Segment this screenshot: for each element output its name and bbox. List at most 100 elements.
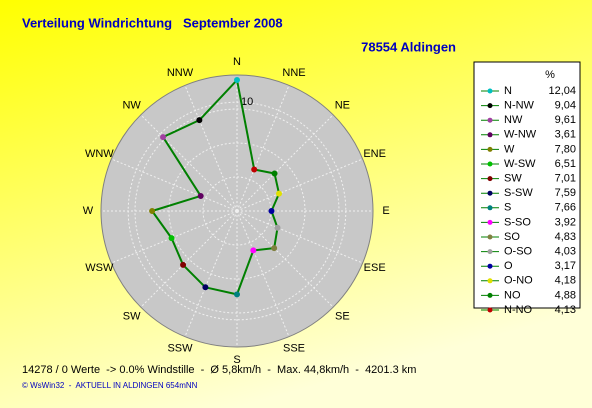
data-point [202,284,209,291]
chart-title: Verteilung Windrichtung September 2008 [22,15,283,30]
data-point [274,224,281,231]
data-point [234,77,240,84]
legend-marker [487,176,493,182]
legend-label: O-NO [504,275,533,287]
data-point [251,166,258,173]
legend-label: NW [504,114,523,126]
legend-value: 12,04 [548,85,576,97]
legend-marker [487,292,493,298]
legend-marker [487,219,493,225]
axis-label: NNW [167,67,194,79]
legend-label: W-SW [504,158,536,170]
radar-edge [162,119,200,138]
footer: 14278 / 0 Werte -> 0.0% Windstille - Ø 5… [22,364,416,376]
legend-marker [487,190,493,196]
data-point [250,247,257,254]
legend-marker [487,132,493,138]
radar-edge [270,193,280,212]
radar-edge [236,79,256,170]
radar-edge [170,237,184,266]
spoke [140,114,238,212]
legend-marker [487,88,493,94]
axis-label: N [233,56,241,68]
legend-label: N [504,85,512,97]
legend-value: 3,61 [555,129,576,141]
axis-label: NNE [282,67,305,79]
legend-marker [487,117,493,123]
legend-marker [487,278,493,284]
axis-label: NE [335,100,350,112]
axis-label: NW [122,100,141,112]
legend-marker [487,161,493,167]
spoke [184,210,238,337]
spoke [236,210,363,264]
data-point [276,190,283,197]
legend-value: 3,17 [555,260,576,272]
axis-label: SE [335,310,350,322]
legend-label: S [504,202,511,214]
legend-value: 7,66 [555,202,576,214]
legend-label: S-SO [504,216,531,228]
legend-value: 4,18 [555,275,576,287]
legend-label: SO [504,231,520,243]
data-point [196,117,203,124]
axis-label: WSW [85,262,114,274]
axis-label: W [83,205,94,217]
legend-marker [487,205,493,211]
data-point [160,134,167,141]
data-point [149,208,156,214]
r-tick-label: 10 [241,96,253,108]
legend-marker [487,103,493,109]
radar-edge [198,79,238,121]
axis-label: ENE [363,148,386,160]
axis-label: SW [123,310,141,322]
data-point [180,261,187,268]
radar-edge [151,210,173,239]
data-point [271,245,278,252]
legend-value: 9,61 [555,114,576,126]
data-point [234,291,240,298]
legend-value: 6,51 [555,158,576,170]
legend-label: N-NW [504,100,535,112]
legend-value: 4,88 [555,289,576,301]
data-point [168,235,175,242]
radar-edge [273,227,279,249]
radar-edge [273,173,280,194]
legend-label: O-SO [504,246,533,258]
legend-value: 7,80 [555,143,576,155]
axis-label: S [233,354,240,366]
legend-label: SW [504,173,522,185]
spoke [140,210,238,308]
legend-value: 7,01 [555,173,576,185]
radar-edge [205,286,238,296]
spoke [236,210,334,308]
axis-label: SSW [167,343,193,355]
spoke [111,158,238,212]
data-point [197,192,204,199]
legend-marker [487,146,493,152]
credit: © WsWin32 - AKTUELL IN ALDINGEN 654mNN [22,381,198,390]
data-point [271,170,278,177]
legend-label: N-NO [504,304,533,316]
legend-label: O [504,260,513,272]
axis-label: E [382,205,389,217]
spoke [236,210,290,337]
axis-label: ESE [364,262,386,274]
chart-subtitle: 78554 Aldingen [361,39,456,54]
legend-marker [487,263,493,269]
axis-label: WNW [85,148,114,160]
radar-edge [151,195,202,212]
legend-value: 4,03 [555,246,576,258]
legend-label: W-NW [504,129,537,141]
axis-label: SSE [283,343,305,355]
legend-label: W [504,143,515,155]
data-point [268,208,275,214]
radar-edge [236,250,255,295]
radar-edge [162,136,202,197]
spoke [184,85,238,212]
spoke [236,158,363,212]
legend-marker [487,307,493,313]
legend-value: 4,83 [555,231,576,243]
legend-marker [487,249,493,255]
